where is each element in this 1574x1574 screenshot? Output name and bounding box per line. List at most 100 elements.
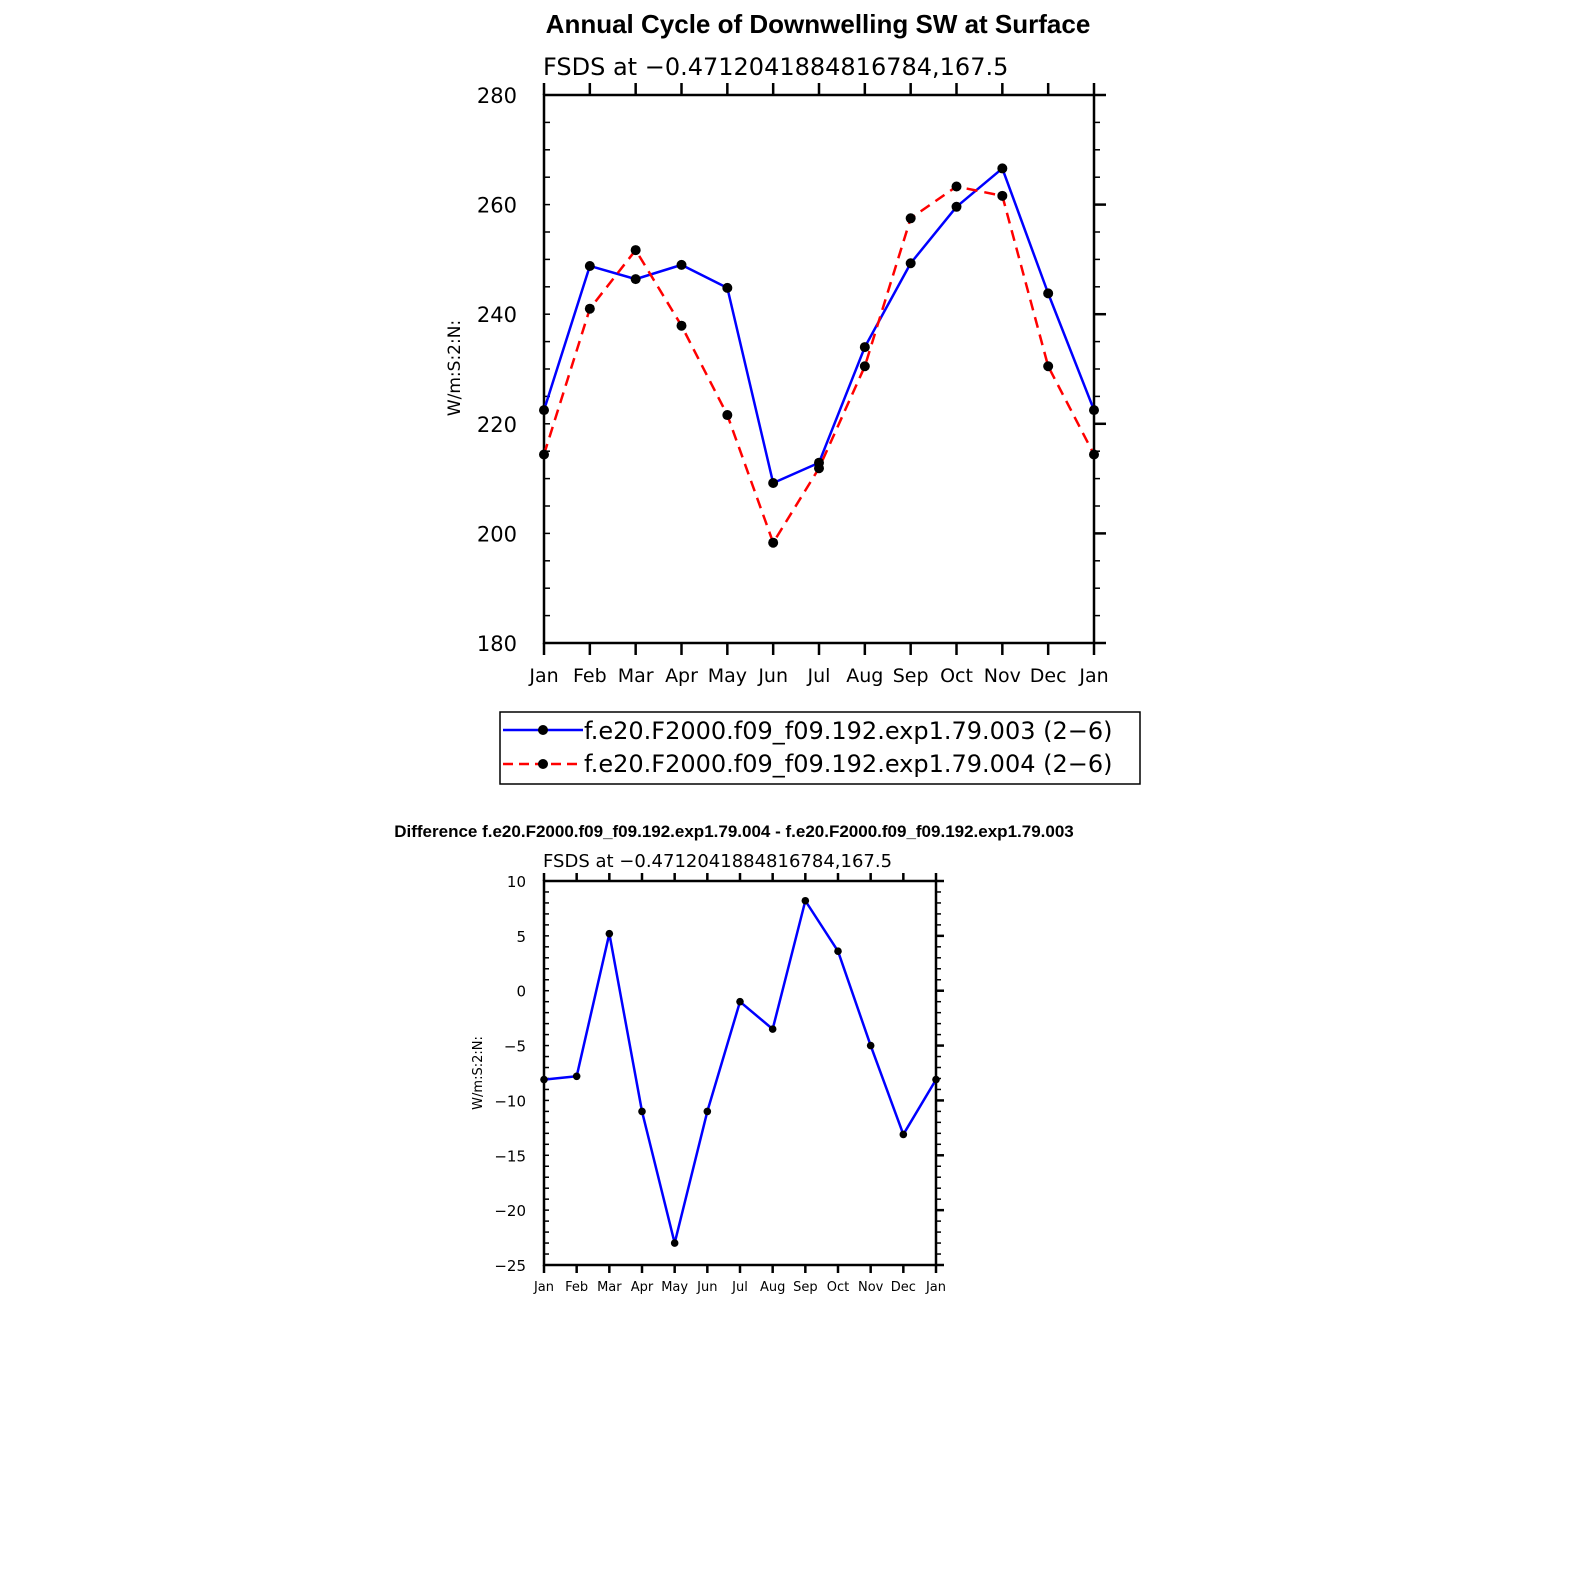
data-point <box>997 163 1008 174</box>
data-point <box>539 405 549 416</box>
x-tick-labels: Jan Feb Mar Apr May Jun Jul Aug Sep Oct Nov Dec Jan <box>528 665 1108 687</box>
axis-ticks <box>542 873 944 1273</box>
y-tick-label: −25 <box>494 1257 526 1275</box>
y-tick-label: −10 <box>494 1092 526 1110</box>
y-tick-label: 220 <box>477 413 517 437</box>
y-tick-label: 5 <box>516 928 526 946</box>
x-tick-label: Sep <box>793 1280 818 1295</box>
x-tick-label: Oct <box>827 1280 849 1295</box>
axis-ticks <box>542 83 1106 655</box>
data-point <box>932 1075 940 1084</box>
plot-frame <box>542 879 938 1267</box>
x-tick-label: Feb <box>573 665 607 687</box>
x-tick-label: Aug <box>760 1280 785 1295</box>
series-line-2 <box>542 185 1096 544</box>
plot-frame <box>542 93 1096 645</box>
x-tick-label: Jan <box>925 1280 946 1295</box>
data-point <box>572 1072 581 1081</box>
x-tick-label: Feb <box>565 1280 588 1295</box>
x-tick-label: Oct <box>940 665 973 687</box>
x-tick-label: Apr <box>631 1280 654 1295</box>
data-point <box>905 213 916 224</box>
data-point <box>1089 405 1099 416</box>
legend-label: f.e20.F2000.f09_f09.192.exp1.79.003 (2−6… <box>584 717 1112 745</box>
data-point <box>768 537 779 548</box>
x-tick-label: Dec <box>891 1280 916 1295</box>
y-tick-label: −5 <box>504 1038 526 1056</box>
y-tick-label: 10 <box>507 873 526 891</box>
data-point <box>584 303 595 314</box>
data-point <box>736 997 744 1006</box>
series-line-1 <box>543 899 938 1245</box>
x-tick-labels: Jan Feb Mar Apr May Jun Jul Aug Sep Oct Nov Dec Jan <box>533 1280 946 1295</box>
x-tick-label: Jan <box>528 665 558 687</box>
data-point <box>951 181 962 192</box>
data-point <box>834 947 842 956</box>
data-point <box>1089 449 1099 460</box>
x-tick-label: Mar <box>618 665 654 687</box>
data-point <box>703 1107 712 1116</box>
y-tick-label: 200 <box>477 522 517 546</box>
data-point <box>676 259 687 270</box>
data-point <box>905 258 916 269</box>
data-point <box>801 896 810 905</box>
data-point <box>768 477 779 488</box>
y-tick-label: 0 <box>516 983 526 1001</box>
legend-label: f.e20.F2000.f09_f09.192.exp1.79.004 (2−6… <box>584 750 1112 778</box>
data-point <box>630 274 641 285</box>
y-axis-label: W/m:S:2:N: <box>471 1036 486 1110</box>
legend-swatch-marker <box>538 759 548 769</box>
difference-chart: Difference f.e20.F2000.f09_f09.192.exp1.… <box>394 822 1074 1295</box>
data-point <box>638 1107 646 1116</box>
chart-subtitle: FSDS at −0.4712041884816784,167.5 <box>543 851 892 872</box>
x-tick-label: Nov <box>984 665 1021 687</box>
x-tick-label: May <box>708 665 747 687</box>
x-tick-label: Dec <box>1030 665 1067 687</box>
data-point <box>768 1025 777 1033</box>
y-tick-label: −15 <box>494 1147 526 1165</box>
data-point <box>859 342 870 353</box>
legend: f.e20.F2000.f09_f09.192.exp1.79.003 (2−6… <box>499 711 1141 785</box>
legend-box <box>499 711 1141 785</box>
y-axis-label: W/m:S:2:N: <box>445 320 465 416</box>
legend-swatch-marker <box>538 725 548 735</box>
data-point <box>1043 288 1054 299</box>
x-tick-label: May <box>661 1280 688 1295</box>
x-tick-label: Sep <box>893 665 929 687</box>
y-tick-label: 260 <box>477 194 517 218</box>
x-tick-label: Apr <box>665 665 698 687</box>
x-tick-label: Jan <box>1078 665 1108 687</box>
data-point <box>722 282 733 293</box>
legend-entry: f.e20.F2000.f09_f09.192.exp1.79.003 (2−6… <box>503 717 1112 745</box>
annual-cycle-chart: Annual Cycle of Downwelling SW at Surfac… <box>445 9 1141 785</box>
chart-title: Annual Cycle of Downwelling SW at Surfac… <box>546 9 1091 39</box>
chart-subtitle: FSDS at −0.4712041884816784,167.5 <box>543 53 1008 81</box>
series-line-1 <box>542 167 1096 485</box>
data-point <box>859 361 870 372</box>
data-point <box>997 190 1008 201</box>
data-point <box>584 260 595 271</box>
chart-title: Difference f.e20.F2000.f09_f09.192.exp1.… <box>394 822 1074 841</box>
data-point <box>676 320 687 331</box>
legend-entry: f.e20.F2000.f09_f09.192.exp1.79.004 (2−6… <box>503 750 1112 778</box>
x-tick-label: Jun <box>696 1280 717 1295</box>
data-point <box>1043 361 1054 372</box>
y-tick-label: −20 <box>494 1202 526 1220</box>
x-tick-label: Jul <box>807 665 831 687</box>
x-tick-label: Jan <box>533 1280 554 1295</box>
x-tick-label: Nov <box>858 1280 884 1295</box>
y-tick-label: 180 <box>477 632 517 656</box>
y-tick-label: 280 <box>477 84 517 108</box>
data-point <box>630 245 641 256</box>
data-point <box>722 410 733 421</box>
y-tick-labels: 180 200 220 240 260 280 <box>477 84 517 656</box>
data-point <box>951 201 962 212</box>
data-point <box>866 1041 875 1050</box>
y-tick-labels: −25 −20 −15 −10 −5 0 5 10 <box>494 873 526 1275</box>
data-point <box>539 449 549 460</box>
data-point <box>899 1130 908 1139</box>
x-tick-label: Jul <box>731 1280 748 1295</box>
x-tick-label: Jun <box>757 665 788 687</box>
y-tick-label: 240 <box>477 303 517 327</box>
